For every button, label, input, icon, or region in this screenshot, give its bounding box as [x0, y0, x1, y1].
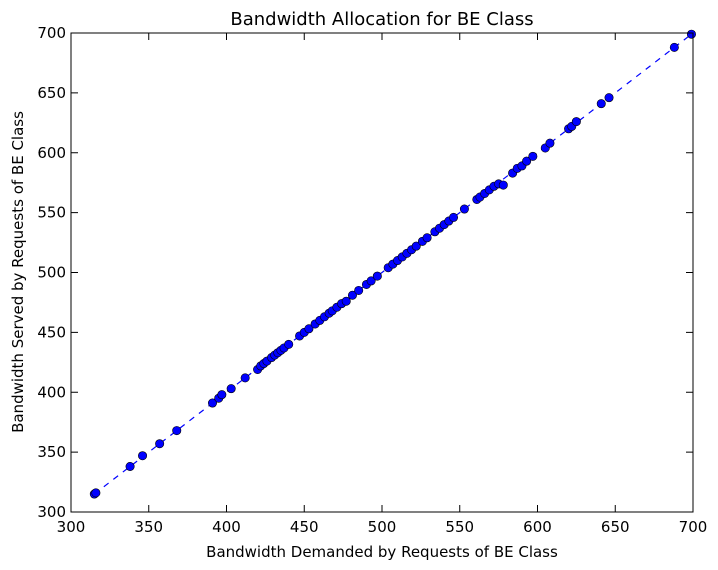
data-point — [528, 151, 538, 161]
data-point — [571, 117, 581, 127]
x-tick-label: 450 — [290, 518, 319, 536]
x-tick-label: 600 — [523, 518, 552, 536]
data-point — [217, 390, 227, 400]
data-point — [449, 212, 459, 222]
x-tick-label: 650 — [601, 518, 630, 536]
data-point — [686, 29, 696, 39]
x-tick-label: 400 — [212, 518, 241, 536]
data-point — [354, 285, 364, 295]
x-tick-label: 700 — [679, 518, 708, 536]
data-point — [208, 398, 218, 408]
y-tick-label: 300 — [37, 503, 66, 521]
data-point — [669, 42, 679, 52]
data-point — [155, 439, 165, 449]
plot-area — [89, 29, 696, 499]
x-axis-label: Bandwidth Demanded by Requests of BE Cla… — [206, 543, 558, 561]
data-point — [596, 99, 606, 109]
y-tick-label: 700 — [37, 24, 66, 42]
x-tick-label: 550 — [445, 518, 474, 536]
x-tick-label: 300 — [57, 518, 86, 536]
y-tick-label: 500 — [37, 264, 66, 282]
chart-title: Bandwidth Allocation for BE Class — [230, 9, 533, 30]
data-point — [240, 373, 250, 383]
data-point — [284, 339, 294, 349]
data-point — [498, 180, 508, 190]
data-point — [422, 233, 432, 243]
data-point — [366, 276, 376, 286]
data-point — [91, 488, 101, 498]
y-tick-label: 350 — [37, 443, 66, 461]
data-point — [347, 290, 357, 300]
data-point — [545, 138, 555, 148]
y-tick-label: 450 — [37, 323, 66, 341]
axis-ticks: 300 350 400 450 500 550 600 650 700 300 350 400 450 5… — [37, 24, 707, 536]
data-point — [125, 461, 135, 471]
x-tick-label: 500 — [368, 518, 397, 536]
data-point — [372, 271, 382, 281]
y-tick-label: 650 — [37, 84, 66, 102]
x-tick-label: 350 — [134, 518, 163, 536]
y-tick-label: 400 — [37, 383, 66, 401]
data-point — [341, 296, 351, 306]
data-point — [226, 384, 236, 394]
data-point — [459, 204, 469, 214]
data-point — [411, 241, 421, 251]
data-point — [172, 426, 182, 436]
y-axis-label: Bandwidth Served by Requests of BE Class — [9, 111, 27, 433]
data-point — [604, 93, 614, 103]
data-point — [138, 451, 148, 461]
data-point — [304, 324, 314, 334]
y-tick-label: 550 — [37, 204, 66, 222]
data-point — [522, 156, 532, 166]
y-tick-label: 600 — [37, 144, 66, 162]
